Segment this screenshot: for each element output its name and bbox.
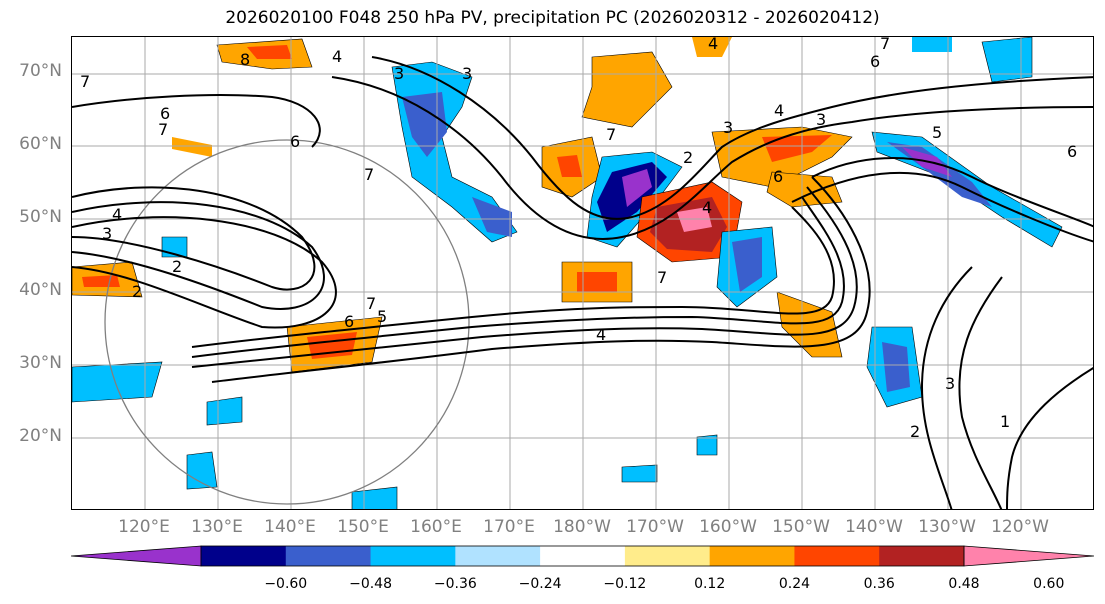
lat-label-50n: 50°N	[19, 207, 62, 227]
contour-label: 3	[102, 224, 112, 243]
contour-label: 2	[132, 282, 142, 301]
contour-label: 7	[657, 268, 667, 287]
contour-label: 6	[773, 167, 783, 186]
lat-label-60n: 60°N	[19, 134, 62, 154]
lat-label-30n: 30°N	[19, 353, 62, 373]
colorbar-tick-label: 0.60	[1033, 576, 1065, 592]
contour-label: 4	[774, 101, 784, 120]
colorbar-segment	[540, 546, 626, 566]
colorbar-tick-label: −0.24	[518, 576, 562, 592]
contour-label: 7	[880, 37, 890, 53]
map-panel: 8 6 6 7 3 3 3 4 7 7 7 2 3 4 4 5 6 6 6 7 …	[71, 36, 1094, 510]
colorbar-segments	[71, 545, 1094, 567]
contour-label: 7	[80, 72, 90, 91]
colorbar-tick-label: 0.48	[948, 576, 980, 592]
colorbar-segment	[370, 546, 456, 566]
contour-label: 3	[816, 110, 826, 129]
contour-label: 3	[945, 374, 955, 393]
colorbar-extend-high	[963, 545, 1094, 567]
lon-label: 150°E	[337, 517, 389, 537]
contour-label: 7	[606, 125, 616, 144]
colorbar-tick-label: −0.48	[349, 576, 392, 592]
colorbar-tick-label: 0.36	[863, 576, 895, 592]
contour-label: 4	[708, 37, 718, 53]
contour-label: 7	[364, 165, 374, 184]
colorbar-outline	[200, 545, 965, 567]
contour-label: 7	[158, 120, 168, 139]
lat-label-20n: 20°N	[19, 426, 62, 446]
lon-label: 160°E	[410, 517, 462, 537]
contour-label: 2	[910, 422, 920, 441]
colorbar-segment	[624, 546, 711, 566]
lat-label-70n: 70°N	[19, 61, 62, 81]
contour-label: 6	[344, 312, 354, 331]
colorbar-tick-label: −0.12	[603, 576, 647, 592]
contour-label: 6	[290, 132, 300, 151]
contour-label: 8	[240, 50, 250, 69]
contour-label: 7	[366, 294, 376, 313]
contour-label: 6	[160, 104, 170, 123]
pv-contours	[72, 56, 1093, 509]
reference-circle	[104, 139, 470, 505]
contour-label: 4	[332, 47, 342, 66]
map-title: 2026020100 F048 250 hPa PV, precipitatio…	[225, 8, 880, 28]
lon-label: 140°W	[845, 517, 903, 537]
lon-label: 170°W	[626, 517, 684, 537]
colorbar-segment	[201, 546, 287, 566]
colorbar-segment	[455, 546, 541, 566]
lon-label: 130°W	[918, 517, 976, 537]
colorbar-segment	[709, 546, 795, 566]
contour-label: 3	[462, 64, 472, 83]
contour-label: 6	[870, 52, 880, 71]
contour-label: 6	[1067, 142, 1077, 161]
contour-label: 4	[596, 325, 606, 344]
precipitation-shading	[72, 37, 1063, 509]
lon-label: 170°E	[483, 517, 535, 537]
contour-label: 3	[394, 64, 404, 83]
colorbar-tick-label: 0.12	[694, 576, 726, 592]
graticule	[72, 37, 1093, 509]
contour-label: 4	[112, 205, 122, 224]
colorbar-tick-label: −0.60	[264, 576, 308, 592]
colorbar-tick-label: 0.24	[778, 576, 811, 592]
colorbar-extend-low	[71, 545, 202, 567]
contour-label: 1	[1000, 412, 1010, 431]
contour-label: 5	[377, 307, 387, 326]
contour-label: 4	[702, 198, 712, 217]
colorbar-tick-label: −0.36	[433, 576, 477, 592]
lon-label: 130°E	[191, 517, 243, 537]
map-canvas: 8 6 6 7 3 3 3 4 7 7 7 2 3 4 4 5 6 6 6 7 …	[72, 37, 1093, 509]
lon-label: 160°W	[699, 517, 757, 537]
contour-label: 2	[172, 257, 182, 276]
contour-label: 5	[932, 123, 942, 142]
colorbar	[71, 545, 1094, 567]
lon-label: 150°W	[772, 517, 830, 537]
lon-label: 140°E	[264, 517, 316, 537]
colorbar-segment	[794, 546, 880, 566]
contour-labels: 8 6 6 7 3 3 3 4 7 7 7 2 3 4 4 5 6 6 6 7 …	[80, 37, 1077, 441]
contour-label: 2	[683, 148, 693, 167]
colorbar-segment	[879, 546, 965, 566]
lat-label-40n: 40°N	[19, 280, 62, 300]
colorbar-segment	[285, 546, 372, 566]
lon-label: 120°E	[118, 517, 170, 537]
lon-label: 120°W	[991, 517, 1049, 537]
contour-label: 3	[723, 118, 733, 137]
lon-label: 180°W	[553, 517, 611, 537]
